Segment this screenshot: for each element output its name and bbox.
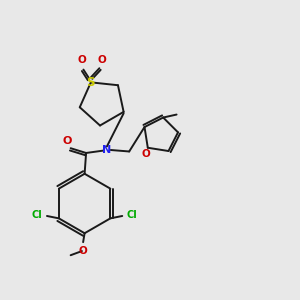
Text: N: N xyxy=(102,145,112,155)
Text: O: O xyxy=(62,136,71,146)
Text: O: O xyxy=(78,55,86,64)
Text: O: O xyxy=(142,149,151,159)
Text: Cl: Cl xyxy=(32,210,43,220)
Text: O: O xyxy=(79,246,88,256)
Text: S: S xyxy=(87,76,95,89)
Text: O: O xyxy=(98,56,106,65)
Text: Cl: Cl xyxy=(127,210,137,220)
